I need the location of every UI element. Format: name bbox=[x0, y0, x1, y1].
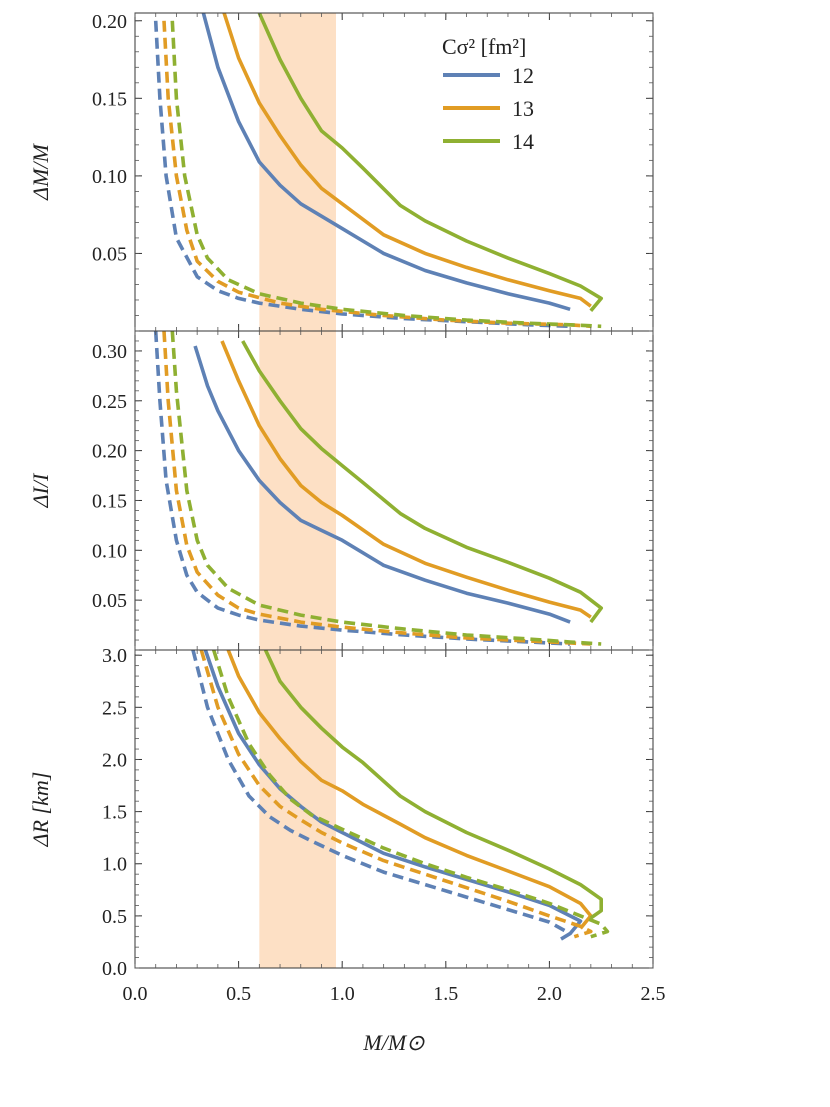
y-tick-label-2-2: 0.15 bbox=[92, 490, 127, 512]
series-13-dashed-panel-2 bbox=[162, 331, 591, 646]
y-tick-label-3-5: 2.5 bbox=[102, 697, 127, 719]
y-tick-label-1-0: 0.05 bbox=[92, 243, 127, 265]
x-tick-label-2: 1.0 bbox=[330, 983, 355, 1005]
y-tick-label-3-0: 0.0 bbox=[102, 958, 127, 980]
y-tick-label-2-1: 0.10 bbox=[92, 540, 127, 562]
y-tick-label-3-2: 1.0 bbox=[102, 854, 127, 876]
series-12-solid-panel-3 bbox=[203, 650, 583, 935]
series-14-dashed-panel-3 bbox=[211, 650, 610, 939]
series-14-dashed-panel-2 bbox=[170, 331, 602, 646]
series-13-solid-panel-1 bbox=[222, 13, 592, 308]
series-14-solid-panel-1 bbox=[257, 13, 604, 312]
series-12-dashed-panel-2 bbox=[153, 331, 571, 646]
x-axis-title: M/M⊙ bbox=[362, 1030, 425, 1055]
y-axis-title-3: ΔR [km] bbox=[28, 772, 53, 848]
x-tick-label-1: 0.5 bbox=[226, 983, 251, 1005]
series-13-solid-panel-2 bbox=[220, 340, 592, 619]
y-tick-label-2-3: 0.20 bbox=[92, 441, 127, 463]
series-12-solid-panel-2 bbox=[193, 345, 571, 624]
series-13-solid-panel-3 bbox=[226, 650, 593, 930]
y-tick-label-2-5: 0.30 bbox=[92, 341, 127, 363]
y-tick-label-1-1: 0.10 bbox=[92, 166, 127, 188]
y-axis-title-1: ΔM/M bbox=[28, 142, 53, 200]
panel-3-series bbox=[191, 650, 610, 942]
y-tick-label-3-3: 1.5 bbox=[102, 802, 127, 824]
series-12-solid-panel-1 bbox=[201, 13, 571, 312]
legend-label-12: 12 bbox=[512, 63, 534, 88]
x-tick-label-0: 0.0 bbox=[123, 983, 148, 1005]
legend-label-13: 13 bbox=[512, 96, 534, 121]
y-tick-label-2-4: 0.25 bbox=[92, 391, 127, 413]
legend-label-14: 14 bbox=[512, 129, 534, 154]
series-14-dashed-panel-1 bbox=[170, 20, 602, 329]
y-tick-label-2-0: 0.05 bbox=[92, 590, 127, 612]
highlight-bands bbox=[259, 13, 336, 968]
legend-title: Cσ² [fm²] bbox=[442, 34, 526, 59]
axis-labels: 0.05 0.10 0.15 0.20 ΔM/M 0.05 0.10 0.15 0.20 0.25… bbox=[28, 11, 666, 1055]
x-tick-label-3: 1.5 bbox=[433, 983, 458, 1005]
chart-lines bbox=[153, 13, 610, 942]
y-tick-label-3-4: 2.0 bbox=[102, 749, 127, 771]
series-13-dashed-panel-3 bbox=[199, 650, 593, 939]
panel-frame-3 bbox=[134, 649, 654, 969]
mass-band-panel-1 bbox=[259, 13, 336, 331]
series-14-solid-panel-3 bbox=[263, 650, 604, 920]
panel-1-series bbox=[153, 13, 604, 329]
y-tick-label-1-3: 0.20 bbox=[92, 11, 127, 33]
y-tick-label-3-6: 3.0 bbox=[102, 645, 127, 667]
series-12-dashed-panel-3 bbox=[191, 650, 572, 942]
series-14-solid-panel-2 bbox=[241, 340, 604, 624]
legend: Cσ² [fm²] 12 13 14 bbox=[442, 34, 534, 154]
mass-band-panel-2 bbox=[259, 331, 336, 650]
y-tick-label-1-2: 0.15 bbox=[92, 88, 127, 110]
y-axis-title-2: ΔI/I bbox=[28, 472, 53, 508]
x-tick-label-4: 2.0 bbox=[537, 983, 562, 1005]
panel-2-series bbox=[153, 331, 604, 646]
y-tick-label-3-1: 0.5 bbox=[102, 906, 127, 928]
x-tick-label-5: 2.5 bbox=[641, 983, 666, 1005]
panel-frames bbox=[134, 12, 654, 969]
mass-band-panel-3 bbox=[259, 650, 336, 968]
axis-ticks bbox=[134, 13, 654, 969]
panel-frame-2 bbox=[134, 330, 654, 651]
